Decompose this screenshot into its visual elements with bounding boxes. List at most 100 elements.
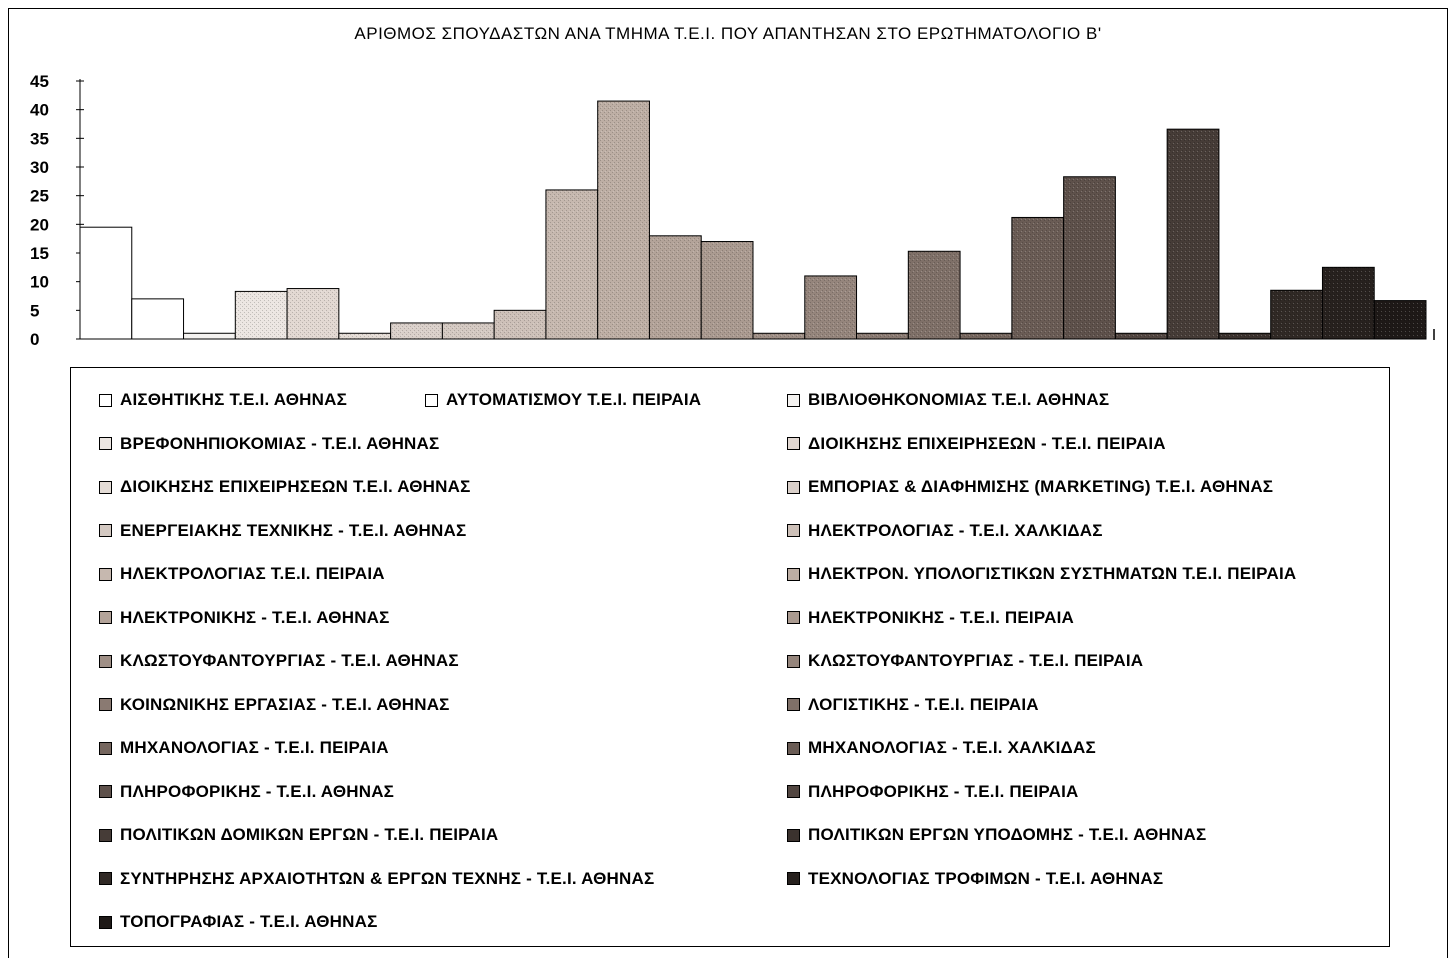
y-tick-label: 30 (30, 158, 49, 177)
legend-item: ΜΗΧΑΝΟΛΟΓΙΑΣ - Τ.Ε.Ι. ΠΕΙΡΑΙΑ (99, 738, 389, 758)
legend-label: ΔΙΟΙΚΗΣΗΣ ΕΠΙΧΕΙΡΗΣΕΩΝ Τ.Ε.Ι. ΑΘΗΝΑΣ (120, 477, 471, 496)
y-tick-label: 25 (30, 187, 49, 206)
bar (959, 332, 1013, 340)
legend-swatch (787, 654, 800, 668)
bar (907, 250, 961, 340)
legend-item: ΤΟΠΟΓΡΑΦΙΑΣ - Τ.Ε.Ι. ΑΘΗΝΑΣ (99, 912, 378, 932)
bar (338, 332, 392, 340)
bar (597, 100, 650, 340)
legend-label: ΒΡΕΦΟΝΗΠΙΟΚΟΜΙΑΣ - Τ.Ε.Ι. ΑΘΗΝΑΣ (120, 433, 440, 453)
legend-swatch (99, 611, 112, 624)
legend-label: ΔΙΟΙΚΗΣΗΣ ΕΠΙΧΕΙΡΗΣΕΩΝ - Τ.Ε.Ι. ΠΕΙΡΑΙΑ (808, 433, 1166, 453)
legend-item: ΛΟΓΙΣΤΙΚΗΣ - Τ.Ε.Ι. ΠΕΙΡΑΙΑ (787, 695, 1039, 715)
legend-item: ΑΙΣΘΗΤΙΚΗΣ Τ.Ε.Ι. ΑΘΗΝΑΣ (99, 390, 347, 410)
legend-label: ΚΛΩΣΤΟΥΦΑΝΤΟΥΡΓΙΑΣ - Τ.Ε.Ι. ΑΘΗΝΑΣ (120, 651, 459, 670)
legend-swatch (99, 785, 112, 798)
bar (804, 275, 858, 340)
legend-swatch (787, 611, 800, 624)
legend-item: ΗΛΕΚΤΡΟΛΟΓΙΑΣ Τ.Ε.Ι. ΠΕΙΡΑΙΑ (99, 564, 385, 584)
legend-swatch (99, 480, 112, 494)
legend-item: ΠΛΗΡΟΦΟΡΙΚΗΣ - Τ.Ε.Ι. ΠΕΙΡΑΙΑ (787, 782, 1079, 802)
legend-label: ΗΛΕΚΤΡΟΛΟΓΙΑΣ - Τ.Ε.Ι. ΧΑΛΚΙΔΑΣ (808, 520, 1103, 540)
legend-item: ΚΛΩΣΤΟΥΦΑΝΤΟΥΡΓΙΑΣ - Τ.Ε.Ι. ΠΕΙΡΑΙΑ (787, 651, 1143, 671)
legend-label: ΠΟΛΙΤΙΚΩΝ ΕΡΓΩΝ ΥΠΟΔΟΜΗΣ - Τ.Ε.Ι. ΑΘΗΝΑΣ (808, 825, 1207, 844)
legend-swatch (99, 741, 112, 755)
y-tick-label: 45 (30, 72, 49, 91)
legend-label: ΒΙΒΛΙΟΘΗΚΟΝΟΜΙΑΣ Τ.Ε.Ι. ΑΘΗΝΑΣ (808, 390, 1110, 409)
legend-label: ΗΛΕΚΤΡΟΛΟΓΙΑΣ Τ.Ε.Ι. ΠΕΙΡΑΙΑ (120, 564, 385, 583)
legend-label: ΚΛΩΣΤΟΥΦΑΝΤΟΥΡΓΙΑΣ - Τ.Ε.Ι. ΠΕΙΡΑΙΑ (808, 651, 1144, 670)
bar (1270, 289, 1323, 340)
y-tick-label: 10 (30, 273, 49, 292)
bar (1011, 216, 1065, 340)
legend-item: ΗΛΕΚΤΡΟΝ. ΥΠΟΛΟΓΙΣΤΙΚΩΝ ΣΥΣΤΗΜΑΤΩΝ Τ.Ε.Ι… (787, 564, 1296, 584)
bar (700, 241, 754, 340)
bar (1321, 266, 1375, 340)
legend-swatch (787, 785, 800, 798)
legend-swatch (425, 393, 438, 407)
legend-swatch (99, 524, 112, 537)
legend-swatch (99, 567, 112, 581)
legend-item: ΚΛΩΣΤΟΥΦΑΝΤΟΥΡΓΙΑΣ - Τ.Ε.Ι. ΑΘΗΝΑΣ (99, 651, 459, 671)
y-tick-label: 5 (30, 301, 39, 320)
legend-swatch (787, 393, 800, 407)
bar (286, 288, 340, 340)
legend-label: ΛΟΓΙΣΤΙΚΗΣ - Τ.Ε.Ι. ΠΕΙΡΑΙΑ (808, 694, 1039, 714)
legend-label: ΚΟΙΝΩΝΙΚΗΣ ΕΡΓΑΣΙΑΣ - Τ.Ε.Ι. ΑΘΗΝΑΣ (120, 694, 450, 714)
legend-label: ΤΟΠΟΓΡΑΦΙΑΣ - Τ.Ε.Ι. ΑΘΗΝΑΣ (120, 912, 378, 931)
legend-label: ΗΛΕΚΤΡΟΝΙΚΗΣ - Τ.Ε.Ι. ΠΕΙΡΑΙΑ (808, 607, 1075, 627)
legend-label: ΠΛΗΡΟΦΟΡΙΚΗΣ - Τ.Ε.Ι. ΑΘΗΝΑΣ (120, 781, 395, 801)
legend-swatch (787, 567, 800, 581)
chart-title: ΑΡΙΘΜΟΣ ΣΠΟΥΔΑΣΤΩΝ ΑΝΑ ΤΜΗΜΑ Τ.Ε.Ι. ΠΟΥ … (354, 24, 1102, 43)
legend-swatch (787, 698, 800, 711)
bar (183, 332, 236, 340)
legend-swatch (99, 872, 112, 885)
bar (1218, 332, 1272, 340)
legend-label: ΕΝΕΡΓΕΙΑΚΗΣ ΤΕΧΝΙΚΗΣ - Τ.Ε.Ι. ΑΘΗΝΑΣ (120, 520, 467, 540)
legend-item: ΕΜΠΟΡΙΑΣ & ΔΙΑΦΗΜΙΣΗΣ (MARKETING) Τ.Ε.Ι.… (787, 477, 1273, 497)
legend-item: ΚΟΙΝΩΝΙΚΗΣ ΕΡΓΑΣΙΑΣ - Τ.Ε.Ι. ΑΘΗΝΑΣ (99, 695, 450, 715)
bar (1063, 176, 1116, 340)
bar (1166, 128, 1220, 340)
legend-label: ΜΗΧΑΝΟΛΟΓΙΑΣ - Τ.Ε.Ι. ΧΑΛΚΙΔΑΣ (808, 738, 1096, 757)
bar (79, 226, 133, 340)
legend-swatch (787, 480, 800, 494)
legend-item: ΔΙΟΙΚΗΣΗΣ ΕΠΙΧΕΙΡΗΣΕΩΝ Τ.Ε.Ι. ΑΘΗΝΑΣ (99, 477, 471, 497)
bar (648, 235, 702, 340)
y-tick-label: 40 (30, 101, 49, 120)
legend-item: ΠΛΗΡΟΦΟΡΙΚΗΣ - Τ.Ε.Ι. ΑΘΗΝΑΣ (99, 782, 394, 802)
legend-swatch (787, 828, 800, 842)
bar (1373, 300, 1427, 340)
legend-label: ΠΟΛΙΤΙΚΩΝ ΔΟΜΙΚΩΝ ΕΡΓΩΝ - Τ.Ε.Ι. ΠΕΙΡΑΙΑ (120, 825, 499, 844)
legend-item: ΤΕΧΝΟΛΟΓΙΑΣ ΤΡΟΦΙΜΩΝ - Τ.Ε.Ι. ΑΘΗΝΑΣ (787, 869, 1163, 889)
legend-item: ΗΛΕΚΤΡΟΝΙΚΗΣ - Τ.Ε.Ι. ΑΘΗΝΑΣ (99, 608, 390, 628)
legend-item: ΗΛΕΚΤΡΟΝΙΚΗΣ - Τ.Ε.Ι. ΠΕΙΡΑΙΑ (787, 608, 1074, 628)
legend-swatch (787, 741, 800, 755)
y-tick-label: 20 (30, 215, 49, 234)
bar (1114, 332, 1168, 340)
bar (545, 189, 599, 340)
legend-label: ΤΕΧΝΟΛΟΓΙΑΣ ΤΡΟΦΙΜΩΝ - Τ.Ε.Ι. ΑΘΗΝΑΣ (808, 868, 1164, 888)
legend-label: ΗΛΕΚΤΡΟΝ. ΥΠΟΛΟΓΙΣΤΙΚΩΝ ΣΥΣΤΗΜΑΤΩΝ Τ.Ε.Ι… (808, 564, 1297, 583)
bar (131, 298, 185, 340)
legend-item: ΒΡΕΦΟΝΗΠΙΟΚΟΜΙΑΣ - Τ.Ε.Ι. ΑΘΗΝΑΣ (99, 434, 439, 454)
legend-label: ΑΥΤΟΜΑΤΙΣΜΟΥ Τ.Ε.Ι. ΠΕΙΡΑΙΑ (446, 390, 702, 409)
legend-item: ΗΛΕΚΤΡΟΛΟΓΙΑΣ - Τ.Ε.Ι. ΧΑΛΚΙΔΑΣ (787, 521, 1103, 541)
legend-item: ΔΙΟΙΚΗΣΗΣ ΕΠΙΧΕΙΡΗΣΕΩΝ - Τ.Ε.Ι. ΠΕΙΡΑΙΑ (787, 434, 1166, 454)
bar-chart-plot: 45 40 35 30 25 20 15 10 5 0 (30, 72, 1435, 349)
legend-item: ΜΗΧΑΝΟΛΟΓΙΑΣ - Τ.Ε.Ι. ΧΑΛΚΙΔΑΣ (787, 738, 1096, 758)
legend-item: ΒΙΒΛΙΟΘΗΚΟΝΟΜΙΑΣ Τ.Ε.Ι. ΑΘΗΝΑΣ (787, 390, 1109, 410)
y-tick-label: 0 (30, 330, 39, 349)
legend-label: ΑΙΣΘΗΤΙΚΗΣ Τ.Ε.Ι. ΑΘΗΝΑΣ (120, 390, 348, 409)
bar (493, 309, 547, 340)
legend-swatch (99, 654, 112, 668)
legend-item: ΕΝΕΡΓΕΙΑΚΗΣ ΤΕΧΝΙΚΗΣ - Τ.Ε.Ι. ΑΘΗΝΑΣ (99, 521, 466, 541)
legend-swatch (99, 698, 112, 711)
legend-swatch (787, 872, 800, 885)
legend-label: ΜΗΧΑΝΟΛΟΓΙΑΣ - Τ.Ε.Ι. ΠΕΙΡΑΙΑ (120, 738, 389, 757)
legend-label: ΗΛΕΚΤΡΟΝΙΚΗΣ - Τ.Ε.Ι. ΑΘΗΝΑΣ (120, 607, 390, 627)
legend-swatch (99, 828, 112, 842)
bar (752, 332, 806, 340)
bar (390, 322, 443, 340)
legend-item: ΣΥΝΤΗΡΗΣΗΣ ΑΡΧΑΙΟΤΗΤΩΝ & ΕΡΓΩΝ ΤΕΧΝΗΣ - … (99, 869, 654, 889)
